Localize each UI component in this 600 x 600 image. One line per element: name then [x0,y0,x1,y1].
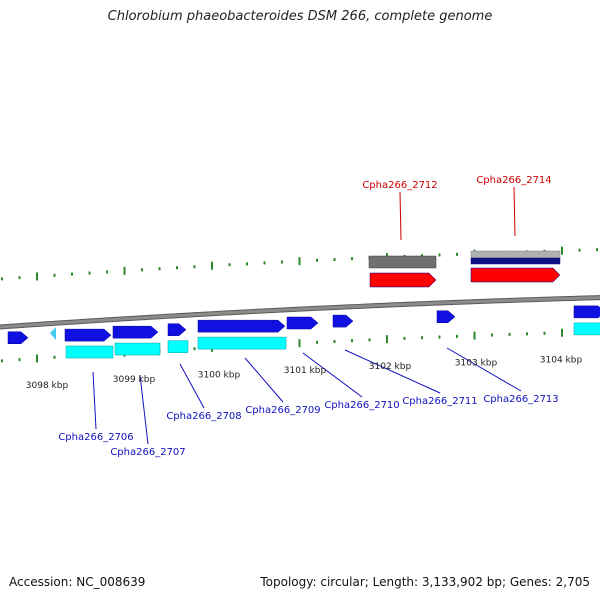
scale-tick-label: 3102 kbp [369,362,412,372]
scale-tick-label: 3101 kbp [284,366,327,376]
forward-gene-arrow [64,328,112,342]
scale-tick-label: 3098 kbp [26,381,69,391]
scale-tick-label: 3103 kbp [455,359,498,369]
forward-gene-arrow [573,305,600,319]
reverse-cds-arrow [470,267,561,283]
forward-cds-bar [114,342,161,356]
reverse-label-leader [399,191,402,241]
reverse-gene-label: Cpha266_2714 [476,175,551,186]
forward-cds-bar [65,345,114,359]
reverse-gene-bar [368,255,437,269]
forward-cds-bar [573,322,600,336]
topology-text: Topology: circular; Length: 3,133,902 bp… [260,575,590,589]
forward-gene-label: Cpha266_2711 [402,396,477,407]
forward-label-leader [139,374,149,445]
forward-gene-arrow [436,310,456,323]
small-feature-marker [50,327,56,340]
forward-gene-arrow [286,316,319,330]
forward-gene-label: Cpha266_2713 [483,394,558,405]
reverse-label-leader [513,186,516,237]
forward-gene-label: Cpha266_2707 [110,447,185,458]
reverse-cds-arrow [369,272,437,288]
forward-gene-arrow [167,323,187,336]
forward-gene-label: Cpha266_2709 [245,405,320,416]
forward-gene-label: Cpha266_2706 [58,432,133,443]
forward-gene-arrow [112,325,159,339]
reverse-gene-bar [470,257,561,265]
forward-label-leader [344,349,441,394]
forward-gene-arrow [7,331,29,345]
forward-cds-bar [197,336,287,350]
forward-label-leader [446,347,522,392]
forward-label-leader [179,363,205,409]
forward-label-leader [302,352,363,398]
forward-label-leader [244,357,284,403]
forward-gene-arrow [197,319,286,333]
accession-text: Accession: NC_008639 [9,575,146,589]
forward-gene-label: Cpha266_2708 [166,411,241,422]
forward-gene-label: Cpha266_2710 [324,400,399,411]
page-title: Chlorobium phaeobacteroides DSM 266, com… [107,9,493,24]
forward-gene-arrow [332,314,354,328]
scale-tick-label: 3099 kbp [113,375,156,385]
forward-cds-bar [167,340,189,353]
reverse-gene-label: Cpha266_2712 [362,180,437,191]
scale-tick-label: 3100 kbp [198,370,241,380]
forward-label-leader [92,371,97,430]
backbone-line [0,296,600,329]
scale-tick-label: 3104 kbp [540,356,583,366]
